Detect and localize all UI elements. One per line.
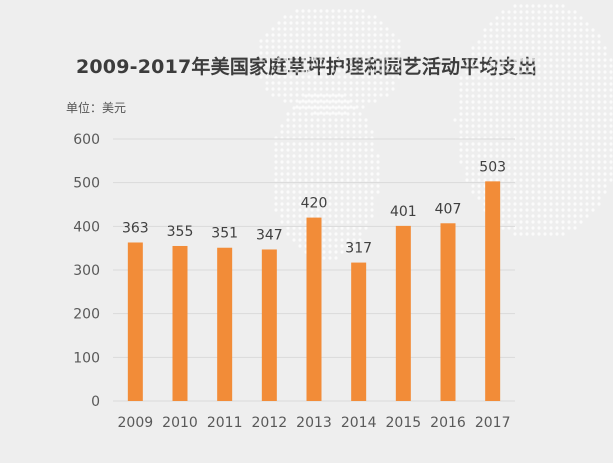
x-tick-label-2010: 2010	[162, 415, 198, 431]
data-label-2016: 407	[435, 201, 462, 217]
y-tick-label: 600	[73, 132, 100, 148]
bar-2017	[485, 181, 501, 401]
x-tick-label-2012: 2012	[252, 415, 288, 431]
bar-2016	[440, 223, 456, 401]
x-axis-ticks: 2009 2010 2011 2012 2013 2014 2015 2016 2017	[118, 415, 511, 431]
data-label-2011: 351	[211, 226, 238, 242]
data-label-2013: 420	[301, 196, 328, 212]
bar-2015	[395, 225, 411, 401]
bar-2013	[306, 217, 322, 401]
y-tick-label: 200	[73, 307, 100, 323]
bar-2010	[172, 245, 188, 401]
x-tick-label-2013: 2013	[296, 415, 332, 431]
y-tick-label: 400	[73, 219, 100, 235]
data-label-2017: 503	[479, 159, 506, 175]
y-axis-ticks: 0 100 200 300 400 500 600	[73, 132, 100, 410]
x-tick-label-2009: 2009	[118, 415, 154, 431]
x-tick-label-2011: 2011	[207, 415, 243, 431]
bars	[127, 181, 501, 401]
bar-2009	[127, 242, 143, 401]
y-tick-label: 300	[73, 263, 100, 279]
x-tick-label-2014: 2014	[341, 415, 377, 431]
data-labels: 363 355 351 347 420 317 401 407 503	[122, 159, 506, 256]
bar-2014	[351, 262, 367, 401]
data-label-2009: 363	[122, 220, 149, 236]
data-label-2012: 347	[256, 227, 283, 243]
bar-2011	[217, 247, 233, 401]
y-tick-label: 500	[73, 176, 100, 192]
bar-2012	[261, 249, 277, 401]
map-landmass	[453, 4, 613, 236]
y-tick-label: 100	[73, 350, 100, 366]
x-tick-label-2017: 2017	[475, 415, 511, 431]
map-landmass	[274, 94, 380, 260]
chart-title: 2009-2017年美国家庭草坪护理和园艺活动平均支出	[75, 56, 538, 78]
y-tick-label: 0	[91, 394, 100, 410]
map-landmass	[259, 9, 401, 115]
x-tick-label-2015: 2015	[386, 415, 422, 431]
x-tick-label-2016: 2016	[430, 415, 466, 431]
unit-label: 单位：美元	[66, 101, 127, 115]
data-label-2015: 401	[390, 204, 417, 220]
data-label-2014: 317	[345, 241, 372, 257]
data-label-2010: 355	[167, 224, 194, 240]
